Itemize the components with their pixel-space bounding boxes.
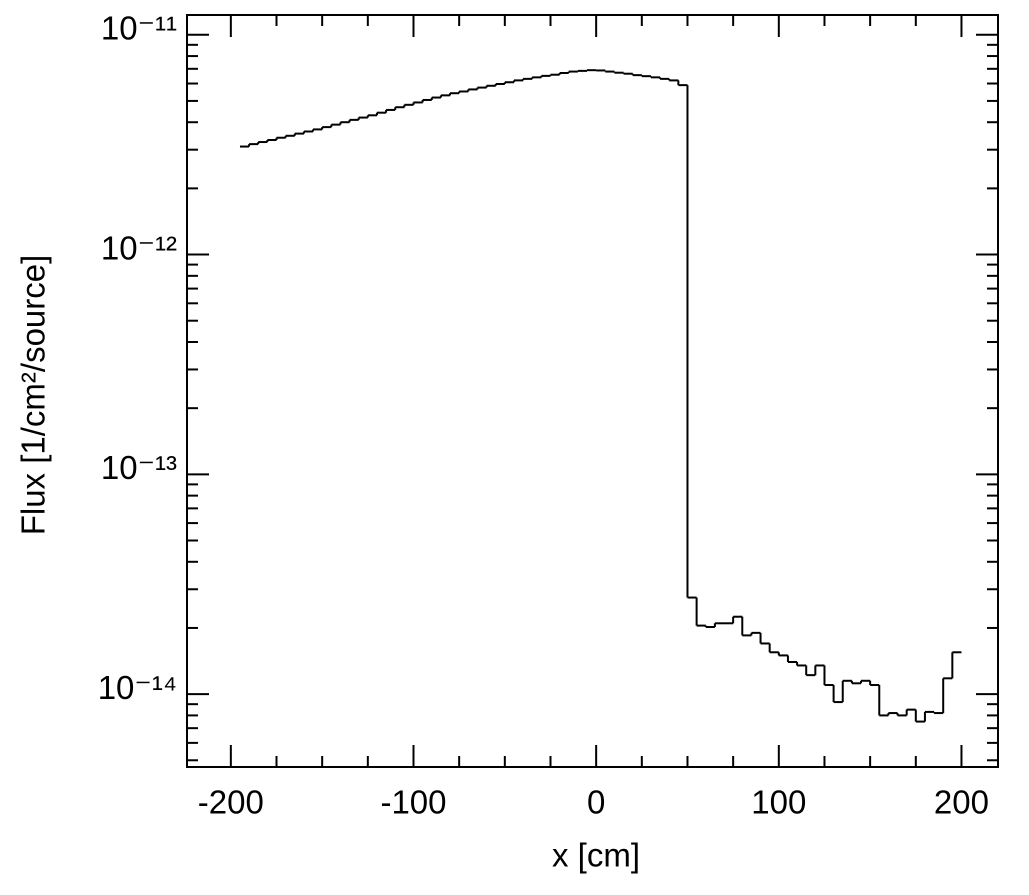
x-tick-label: 200: [934, 784, 989, 821]
x-tick-label: -100: [380, 784, 446, 821]
y-tick-label: 10⁻¹³: [101, 449, 177, 486]
plot-frame: [186, 14, 999, 768]
y-tick-label: 10⁻¹¹: [101, 9, 177, 46]
x-tick-label: 100: [751, 784, 806, 821]
y-tick-label: 10⁻¹⁴: [98, 669, 177, 706]
y-tick-label: 10⁻¹²: [101, 229, 177, 266]
x-tick-label: 0: [587, 784, 605, 821]
x-tick-label: -200: [198, 784, 264, 821]
y-axis-label: Flux [1/cm²/source]: [15, 255, 52, 536]
x-axis-label: x [cm]: [552, 837, 640, 874]
